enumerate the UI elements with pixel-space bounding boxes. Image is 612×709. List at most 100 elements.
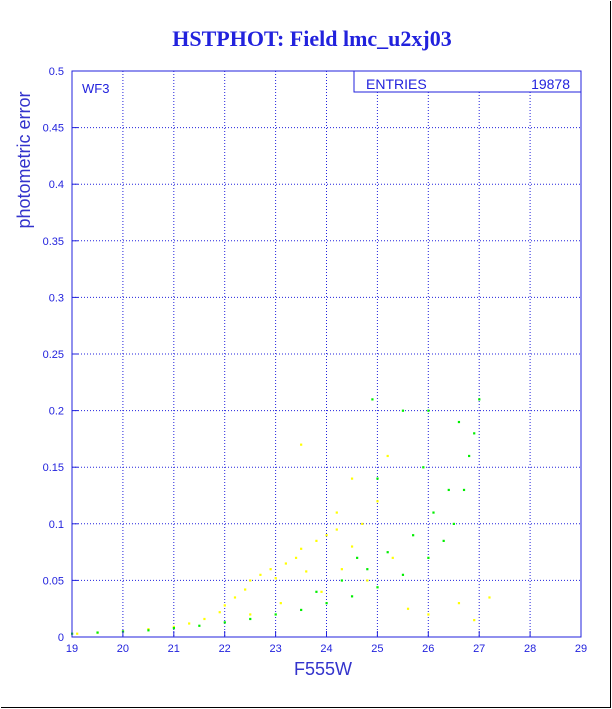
x-tick-label: 27	[473, 643, 485, 655]
data-point	[457, 420, 461, 424]
data-point	[198, 624, 201, 627]
data-point	[300, 443, 303, 446]
data-point	[386, 551, 389, 554]
data-point	[462, 488, 466, 492]
x-tick-label: 26	[422, 643, 434, 655]
data-point	[427, 409, 430, 412]
data-point	[294, 556, 298, 559]
data-point	[259, 573, 262, 576]
data-point	[452, 522, 455, 525]
data-point	[376, 586, 379, 589]
data-point	[147, 629, 150, 632]
data-point	[172, 626, 175, 630]
data-point	[274, 613, 277, 616]
data-point	[305, 570, 308, 573]
data-point	[335, 528, 338, 531]
data-point	[478, 398, 481, 401]
y-tick-label: 0.5	[49, 66, 64, 78]
data-point	[366, 579, 369, 582]
data-point	[432, 511, 435, 514]
x-tick-label: 22	[219, 643, 231, 655]
stats-label: ENTRIES	[366, 76, 427, 92]
data-point	[325, 602, 328, 605]
stats-box-frame	[353, 70, 582, 93]
data-point	[249, 617, 252, 621]
data-point	[96, 631, 99, 634]
chart-title: HSTPHOT: Field lmc_u2xj03	[172, 26, 451, 51]
data-point	[422, 466, 425, 469]
y-tick-label: 0.25	[43, 349, 64, 361]
data-point	[442, 539, 445, 542]
data-point	[340, 568, 343, 571]
data-point	[279, 602, 282, 605]
panel-label: WF3	[82, 81, 109, 96]
data-point	[188, 622, 191, 625]
data-point	[427, 613, 430, 616]
x-tick-label: 23	[269, 643, 281, 655]
data-point	[203, 617, 206, 621]
y-tick-label: 0.4	[49, 179, 64, 191]
data-point	[147, 628, 150, 631]
data-point	[473, 619, 476, 622]
data-point	[386, 454, 389, 458]
stats-box: ENTRIES 19878	[353, 70, 582, 93]
data-point	[335, 511, 338, 514]
data-point	[244, 588, 247, 591]
data-point	[325, 534, 328, 537]
y-tick-label: 0.35	[43, 236, 64, 248]
data-point	[371, 398, 374, 401]
data-point	[468, 454, 471, 458]
x-tick-label: 21	[168, 643, 180, 655]
data-point	[447, 488, 450, 492]
data-point	[366, 568, 369, 571]
data-point	[300, 547, 303, 550]
stats-value: 19878	[531, 76, 570, 92]
data-point	[356, 556, 359, 559]
data-point	[320, 590, 323, 593]
data-point	[233, 596, 237, 599]
data-point	[249, 579, 252, 582]
data-point	[315, 590, 318, 593]
data-point	[249, 613, 252, 616]
data-point	[223, 621, 226, 624]
data-point	[350, 595, 354, 598]
data-point	[361, 522, 364, 525]
data-point	[172, 625, 175, 629]
data-point	[457, 602, 461, 605]
y-axis-ticks: 0 0.05 0.1 0.15 0.2 0.25 0.3 0.35 0.4 0.45 0.5	[43, 66, 78, 644]
y-tick-label: 0.1	[49, 519, 64, 531]
data-point	[376, 500, 379, 503]
y-tick-label: 0	[58, 632, 64, 644]
data-point	[274, 577, 277, 580]
data-point	[391, 556, 394, 559]
data-point	[300, 608, 303, 612]
data-point	[401, 409, 405, 412]
data-point	[376, 477, 379, 480]
data-point	[488, 596, 491, 599]
x-tick-label: 19	[66, 643, 78, 655]
grid-lines	[72, 71, 581, 637]
y-tick-label: 0.3	[49, 292, 64, 304]
y-tick-label: 0.15	[43, 462, 64, 474]
x-axis-label: F555W	[294, 659, 352, 679]
data-point	[406, 607, 410, 610]
data-point	[223, 604, 226, 607]
data-point	[315, 539, 318, 542]
x-tick-label: 25	[371, 643, 383, 655]
y-axis-label: photometric error	[14, 91, 34, 228]
data-point	[350, 545, 354, 548]
data-point	[269, 568, 272, 571]
data-point	[76, 632, 79, 635]
data-point	[473, 432, 476, 435]
data-point	[218, 611, 221, 614]
x-axis-ticks: 19 20 21 22 23 24 25 26 27 28 29	[66, 631, 587, 655]
x-tick-label: 28	[524, 643, 536, 655]
x-tick-label: 20	[117, 643, 129, 655]
scatter-points	[71, 398, 491, 635]
y-tick-label: 0.2	[49, 406, 64, 418]
data-point	[412, 534, 415, 537]
y-tick-label: 0.05	[43, 575, 64, 587]
x-tick-label: 24	[320, 643, 332, 655]
